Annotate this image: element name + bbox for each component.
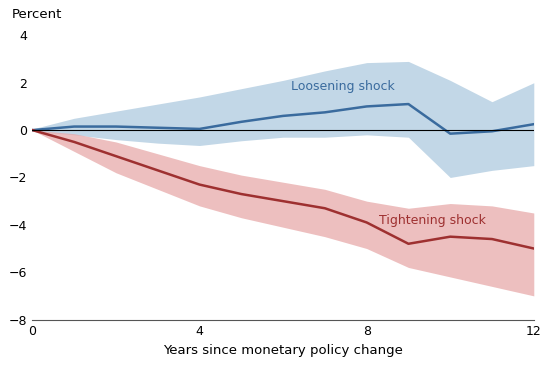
Text: Loosening shock: Loosening shock: [292, 80, 395, 93]
Text: Tightening shock: Tightening shock: [379, 214, 486, 227]
Text: Percent: Percent: [12, 8, 62, 21]
X-axis label: Years since monetary policy change: Years since monetary policy change: [163, 344, 403, 357]
